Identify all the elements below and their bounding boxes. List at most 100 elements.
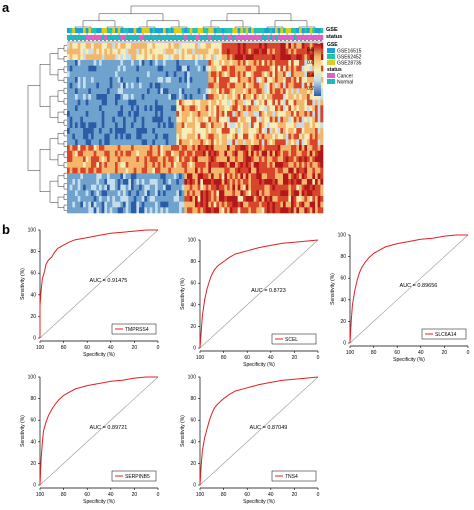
heatmap-cell: [243, 94, 246, 100]
heatmap-cell: [317, 139, 321, 146]
heatmap-cell: [291, 71, 294, 78]
heatmap-cell: [299, 196, 302, 202]
heatmap-cell: [221, 184, 225, 191]
heatmap-cell: [277, 111, 281, 117]
heatmap-cell: [309, 88, 313, 95]
heatmap-cell: [75, 82, 78, 89]
heatmap-cell: [275, 94, 278, 100]
heatmap-cell: [107, 196, 110, 202]
status-track-cell: [173, 35, 177, 40]
heatmap-cell: [211, 111, 214, 117]
heatmap-cell: [139, 88, 142, 95]
heatmap-cell: [237, 65, 241, 72]
heatmap-cell: [104, 43, 108, 49]
heatmap-cell: [141, 128, 145, 134]
heatmap-cell: [221, 207, 225, 214]
heatmap-cell: [256, 116, 260, 123]
heatmap-cell: [259, 116, 262, 123]
heatmap-cell: [211, 201, 214, 208]
heatmap-cell: [195, 133, 198, 140]
heatmap-cell: [203, 196, 206, 202]
heatmap-cell: [317, 184, 321, 191]
heatmap-cell: [123, 82, 126, 89]
y-tick-label: 100: [28, 228, 37, 234]
heatmap-cell: [229, 88, 233, 95]
heatmap-cell: [75, 173, 78, 180]
heatmap-cell: [213, 207, 217, 214]
heatmap-cell: [117, 201, 121, 208]
heatmap-cell: [107, 54, 110, 61]
heatmap-cell: [96, 54, 100, 61]
heatmap-cell: [307, 65, 310, 72]
heatmap-cell: [312, 54, 316, 61]
heatmap-cell: [139, 196, 142, 202]
heatmap-cell: [141, 133, 145, 140]
heatmap-cell: [285, 179, 289, 185]
status-track-cell: [168, 35, 172, 40]
heatmap-cell: [216, 167, 220, 174]
heatmap-cell: [184, 88, 188, 95]
heatmap-cell: [125, 150, 129, 157]
heatmap-cell: [123, 190, 126, 197]
heatmap-cell: [72, 207, 76, 214]
heatmap-cell: [272, 150, 276, 157]
heatmap-cell: [101, 94, 105, 100]
heatmap-cell: [320, 71, 324, 78]
heatmap-cell: [80, 60, 84, 66]
heatmap-cell: [277, 133, 281, 140]
heatmap-cell: [160, 173, 164, 180]
heatmap-cell: [309, 77, 313, 83]
heatmap-cell: [288, 190, 292, 197]
heatmap-cell: [107, 116, 110, 123]
heatmap-cell: [253, 207, 257, 214]
heatmap-cell: [99, 94, 102, 100]
status-track-cell: [216, 35, 220, 40]
heatmap-cell: [293, 94, 297, 100]
heatmap-cell: [168, 139, 172, 146]
gse-track-cell: [184, 28, 188, 33]
heatmap-cell: [141, 179, 145, 185]
heatmap-cell: [211, 145, 214, 151]
heatmap-cell: [187, 201, 190, 208]
heatmap-cell: [141, 60, 145, 66]
heatmap-cell: [187, 173, 190, 180]
heatmap-cell: [197, 48, 201, 55]
heatmap-cell: [315, 150, 318, 157]
heatmap-cell: [176, 133, 180, 140]
heatmap-cell: [272, 105, 276, 112]
heatmap-cell: [221, 179, 225, 185]
heatmap-cell: [307, 94, 310, 100]
heatmap-cell: [157, 179, 161, 185]
heatmap-cell: [128, 48, 132, 55]
heatmap-cell: [245, 139, 249, 146]
heatmap-cell: [181, 207, 185, 214]
heatmap-cell: [80, 48, 84, 55]
heatmap-cell: [139, 77, 142, 83]
heatmap-cell: [80, 94, 84, 100]
heatmap-cell: [160, 116, 164, 123]
heatmap-cell: [123, 179, 126, 185]
heatmap-cell: [245, 122, 249, 129]
heatmap-cell: [88, 48, 92, 55]
heatmap-cell: [176, 88, 180, 95]
heatmap-cell: [144, 133, 148, 140]
heatmap-cell: [112, 190, 116, 197]
heatmap-cell: [256, 94, 260, 100]
heatmap-cell: [213, 145, 217, 151]
heatmap-cell: [85, 122, 89, 129]
heatmap-cell: [197, 60, 201, 66]
heatmap-cell: [291, 88, 294, 95]
heatmap-cell: [107, 60, 110, 66]
status-track-cell: [264, 35, 268, 40]
heatmap-cell: [232, 122, 236, 129]
heatmap-cell: [165, 162, 169, 168]
heatmap-cell: [309, 71, 313, 78]
heatmap-cell: [133, 162, 137, 168]
annotation-tracks: [67, 28, 324, 40]
heatmap-cell: [307, 150, 310, 157]
heatmap-cell: [275, 201, 278, 208]
y-axis-label: Sensitivity (%): [330, 273, 336, 305]
heatmap-cell: [243, 207, 246, 214]
heatmap-cell: [69, 60, 73, 66]
heatmap-cell: [83, 145, 86, 151]
